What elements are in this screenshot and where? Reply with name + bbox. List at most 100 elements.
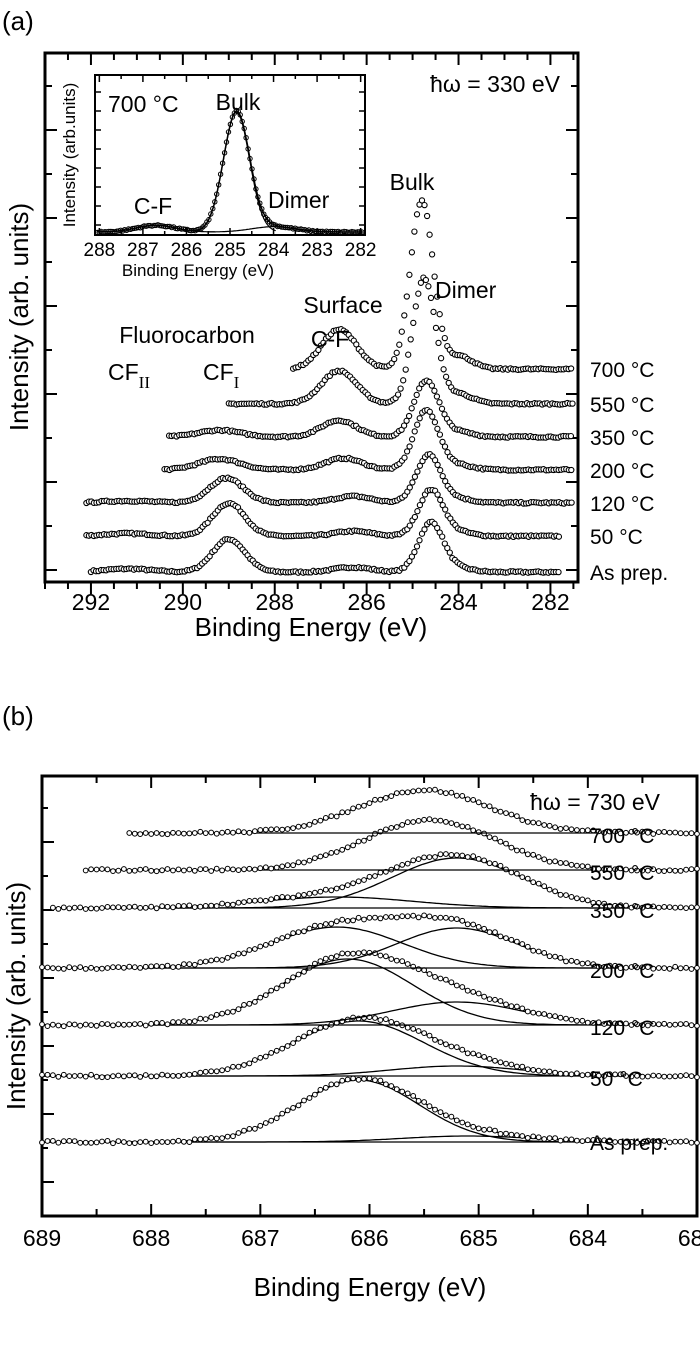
data-point [530,947,537,954]
data-point [317,923,324,929]
data-point [459,823,466,830]
data-point [453,792,460,799]
data-point [388,956,395,962]
data-point [241,866,247,873]
data-point [464,796,471,803]
data-point [508,811,515,818]
data-point [246,947,253,953]
data-point [645,1137,651,1144]
data-point [503,1001,509,1008]
data-point [524,1135,531,1141]
data-point [557,1070,564,1077]
data-point [301,892,307,898]
data-point [423,212,431,220]
data-point [416,537,423,544]
data-point [535,948,542,955]
data-point [399,862,406,868]
data-point [407,336,414,343]
data-point [230,1008,236,1015]
data-point [439,325,446,332]
data-point [66,1073,73,1079]
data-point [590,1020,597,1026]
data-point [246,865,253,872]
data-point [361,949,367,956]
data-point [268,865,275,872]
data-point [453,916,460,922]
data-point [93,905,100,912]
data-point [77,1072,84,1079]
label-dimer: Dimer [435,277,497,303]
data-point [230,953,236,959]
data-point [650,965,657,972]
inset-frame [94,74,366,236]
data-point [241,1002,247,1008]
data-point [612,1139,618,1145]
data-point [470,797,477,803]
data-point [415,1028,422,1034]
data-point [344,918,351,924]
data-point [186,866,193,873]
data-point [191,1071,198,1077]
series-label: 350 °C [590,900,654,923]
data-point [579,863,586,869]
data-point [459,984,466,990]
label-surface-cf: C-F [311,326,349,352]
series-label: 200 °C [590,960,654,983]
data-point [339,884,346,891]
data-point [99,1138,105,1145]
data-point [497,862,504,869]
data-point [628,1139,635,1145]
data-point [121,1139,127,1145]
data-point [568,957,575,964]
data-point [666,965,673,972]
data-point [464,824,471,830]
data-point [82,906,89,912]
data-point [197,1136,204,1143]
data-point [344,844,351,851]
data-point [584,863,591,870]
data-point [93,866,100,873]
data-point [262,942,269,948]
data-point [574,862,580,869]
data-point [191,1136,198,1143]
data-point [131,1072,138,1079]
data-point [579,960,586,967]
data-point [415,290,422,297]
data-point [181,1018,187,1024]
data-point [661,904,668,910]
data-point [39,1021,45,1028]
data-point [666,904,673,910]
data-point [612,962,618,969]
data-point [595,1137,602,1144]
data-point [284,933,291,940]
data-point [284,1107,291,1114]
x-tick-label: 685 [459,1225,497,1251]
data-point [273,864,280,871]
data-point [191,1018,198,1024]
data-point [410,819,417,825]
data-point [514,870,520,877]
data-point [230,901,236,908]
data-point [413,543,421,550]
data-point [655,965,662,971]
data-point [344,1076,351,1083]
data-point [623,866,629,873]
data-point [541,856,548,863]
data-point [508,936,515,943]
data-point [350,1075,357,1082]
data-point [224,1133,231,1140]
data-point [563,892,569,898]
data-point [393,790,400,796]
data-point [39,1071,45,1078]
data-point [497,1131,504,1137]
data-point [355,950,362,956]
data-point [131,867,138,874]
data-point [421,912,428,919]
data-point [350,950,357,957]
data-point [301,823,307,829]
data-point [312,922,318,929]
data-point [208,1014,215,1020]
data-point [519,1005,526,1012]
data-point [126,963,133,970]
data-point [672,1073,679,1080]
